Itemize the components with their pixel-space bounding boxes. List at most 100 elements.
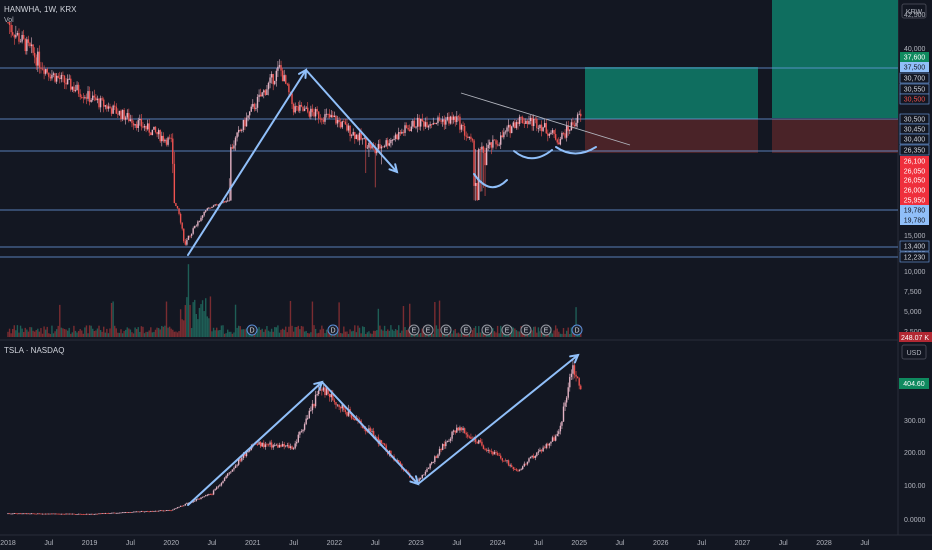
- volume-bar: [517, 331, 519, 337]
- tsla-candle: [339, 407, 342, 409]
- volume-bar: [19, 325, 22, 337]
- event-marker-label-3: E: [426, 328, 431, 335]
- volume-badge-text: 248.07 K: [901, 335, 929, 342]
- tsla-candle: [474, 437, 477, 442]
- tsla-candle: [248, 450, 251, 452]
- tsla-candle: [503, 460, 505, 462]
- price-badge-text-0: 37,600: [904, 55, 926, 62]
- tsla-candle: [344, 410, 347, 413]
- tsla-candle: [479, 440, 482, 442]
- tsla-candle: [536, 452, 538, 456]
- volume-bar: [394, 328, 397, 337]
- hanwha-candle: [12, 32, 14, 35]
- tsla-candle: [281, 443, 284, 447]
- tsla-candle: [139, 511, 141, 513]
- currency-button-krw[interactable]: [901, 3, 927, 19]
- volume-bar: [106, 328, 108, 337]
- currency-button-usd[interactable]: [901, 344, 927, 360]
- tsla-candle: [564, 402, 566, 407]
- hanwha-candle: [328, 114, 331, 118]
- hanwha-candle: [523, 123, 525, 124]
- price-badge-0: [900, 52, 929, 62]
- hanwha-candle: [354, 132, 356, 140]
- hanwha-candle: [176, 206, 179, 209]
- hanwha-candle: [244, 119, 246, 127]
- volume-bar: [493, 331, 496, 337]
- tsla-candle: [322, 387, 325, 391]
- volume-bar: [399, 332, 402, 337]
- tsla-candle: [154, 510, 157, 512]
- tsla-candle: [206, 494, 208, 496]
- volume-bar: [190, 328, 193, 337]
- tsla-candle: [70, 513, 72, 515]
- hanwha-candle: [567, 125, 569, 131]
- tsla-candle: [332, 394, 334, 401]
- tsla-candle: [490, 451, 493, 453]
- hanwha-candle: [318, 111, 320, 119]
- long-stop-zone[interactable]: [585, 119, 758, 153]
- tsla-candle: [525, 463, 527, 465]
- hanwha-candle: [259, 94, 262, 97]
- tsla-candle: [220, 483, 223, 486]
- tsla-title[interactable]: TSLA · NASDAQ: [4, 346, 64, 355]
- tsla-candle: [222, 481, 224, 484]
- upper-target-zone[interactable]: [772, 0, 898, 118]
- hanwha-candle: [167, 137, 169, 145]
- tsla-candle: [529, 457, 532, 459]
- tsla-candle: [507, 460, 510, 466]
- tsla-candle: [418, 478, 420, 481]
- tsla-candle: [48, 513, 50, 515]
- hanwha-candle: [258, 94, 260, 97]
- volume-bar: [314, 328, 317, 337]
- tsla-candle: [286, 445, 289, 446]
- tsla-candle: [512, 467, 514, 470]
- horizontal-levels[interactable]: [0, 67, 898, 258]
- hanwha-candle: [520, 116, 522, 118]
- volume-bar: [150, 327, 152, 337]
- price-tick-6: 5,000: [904, 309, 922, 316]
- tsla-candle: [217, 486, 219, 488]
- hanwha-candle: [63, 75, 66, 83]
- time-label-5: Jul: [208, 540, 217, 547]
- volume-bar: [73, 325, 75, 337]
- symbol-title[interactable]: HANWHA, 1W, KRX: [4, 5, 77, 14]
- hanwha-candle: [360, 132, 362, 140]
- trend-drawings[interactable]: [187, 68, 631, 506]
- tsla-candle: [291, 446, 293, 450]
- volume-bar: [16, 325, 19, 337]
- long-target-zone[interactable]: [585, 67, 758, 119]
- hanwha-candle: [339, 122, 342, 128]
- tsla-candle: [24, 513, 26, 515]
- volume-bar: [121, 333, 124, 337]
- volume-bar: [223, 333, 226, 337]
- hanwha-candle: [60, 75, 63, 80]
- hanwha-candle: [55, 75, 58, 82]
- tsla-candle: [44, 513, 47, 515]
- volume-bar: [187, 264, 190, 337]
- volume-bar: [8, 328, 11, 337]
- volume-bar: [145, 331, 147, 337]
- volume-bar: [161, 325, 163, 337]
- hanwha-candle: [576, 114, 579, 123]
- volume-bar: [281, 328, 284, 337]
- price-badge-text-11: 26,050: [904, 178, 926, 185]
- hanwha-candle: [253, 103, 256, 110]
- volume-bar: [376, 330, 378, 337]
- hanwha-candle: [302, 106, 304, 111]
- price-badge-text-6: 30,450: [904, 127, 926, 134]
- volume-bar: [269, 331, 271, 337]
- hanwha-candle: [490, 142, 493, 148]
- hanwha-candle: [181, 222, 183, 229]
- volume-bar: [476, 332, 478, 337]
- hanwha-candle: [128, 113, 130, 122]
- hanwha-candle: [506, 127, 508, 132]
- tsla-candle: [164, 510, 166, 512]
- tsla-candle: [558, 431, 560, 434]
- tsla-candle: [289, 446, 292, 449]
- upper-stop-zone[interactable]: [772, 119, 898, 153]
- tsla-candle: [181, 505, 183, 507]
- volume-bar: [358, 327, 361, 337]
